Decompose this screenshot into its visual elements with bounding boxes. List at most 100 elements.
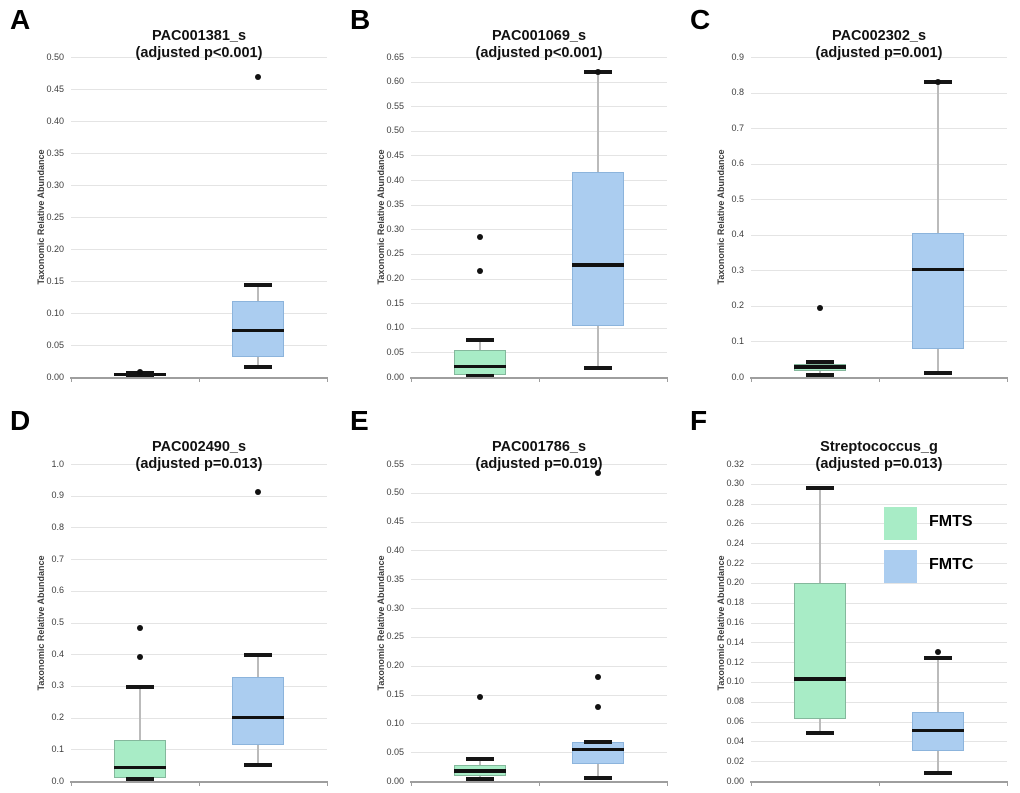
panel-letter: C: [690, 4, 711, 35]
whisker-cap-lower-fmts: [806, 731, 835, 736]
whisker-upper-fmts: [479, 339, 482, 350]
median-line-fmtc: [231, 328, 284, 333]
x-axis-tick: [1007, 377, 1008, 382]
outlier-dot-fmtc: [594, 704, 601, 711]
gridline: [411, 521, 667, 523]
y-tick-label: 0.45: [386, 516, 404, 527]
gridline: [751, 602, 1007, 604]
y-tick-label: 0.55: [386, 100, 404, 111]
gridline: [751, 721, 1007, 723]
whisker-cap-upper-fmts: [806, 485, 835, 490]
y-tick-label: 0.05: [46, 339, 64, 350]
gridline: [751, 163, 1007, 165]
gridline: [71, 345, 327, 346]
gridline: [751, 270, 1007, 272]
x-axis-tick: [751, 377, 752, 382]
x-axis-tick: [1007, 781, 1008, 786]
y-tick-label: 0.24: [726, 537, 744, 548]
outlier-dot-fmtc: [594, 68, 601, 75]
y-tick-label: 0.7: [51, 553, 64, 564]
gridline: [411, 352, 667, 354]
whisker-cap-lower-fmtc: [583, 366, 612, 371]
y-tick-label: 0.02: [726, 755, 744, 766]
x-axis-tick: [199, 781, 200, 786]
chart-title: PAC001069_s: [491, 28, 587, 44]
gridline: [71, 217, 327, 218]
gridline: [751, 464, 1007, 465]
gridline: [411, 229, 667, 231]
panel-E: E PAC001786_s (adjusted p=0.019) Taxonomic …: [340, 395, 680, 793]
gridline: [411, 665, 667, 667]
whisker-cap-lower-fmts: [126, 777, 155, 782]
x-axis-tick: [539, 781, 540, 786]
gridline: [751, 523, 1007, 525]
gridline: [411, 130, 667, 132]
chart-title-block: Streptococcus_g (adjusted p=0.013): [751, 439, 1007, 473]
gridline: [71, 249, 327, 250]
outlier-dot-fmtc: [934, 78, 941, 85]
gridline: [71, 654, 327, 656]
whisker-cap-upper-fmtc: [243, 282, 272, 287]
gridline: [411, 253, 667, 255]
whisker-lower-fmtc: [256, 745, 259, 765]
y-tick-label: 0.50: [386, 487, 404, 498]
gridline: [71, 153, 327, 154]
whisker-cap-upper-fmtc: [583, 739, 612, 744]
gridline: [71, 717, 327, 719]
x-axis-tick: [751, 781, 752, 786]
whisker-cap-upper-fmts: [806, 360, 835, 365]
chart-subtitle: (adjusted p<0.001): [135, 45, 263, 61]
gridline: [411, 723, 667, 725]
y-tick-label: 0.10: [726, 676, 744, 687]
panel-letter: D: [10, 405, 31, 436]
outlier-dot-fmts: [477, 694, 484, 701]
y-tick-label: 0.12: [726, 656, 744, 667]
median-line-fmtc: [231, 715, 284, 720]
box-fmtc: [571, 741, 624, 764]
gridline: [71, 559, 327, 561]
y-tick-label: 0.40: [386, 544, 404, 555]
y-tick-label: 0.45: [46, 83, 64, 94]
chart-subtitle: (adjusted p=0.001): [815, 45, 943, 61]
y-tick-label: 0.7: [731, 122, 744, 133]
y-tick-label: 0.30: [386, 223, 404, 234]
y-tick-label: 0.0: [731, 371, 744, 382]
y-tick-label: 0.10: [386, 717, 404, 728]
gridline: [71, 590, 327, 592]
gridline: [71, 313, 327, 314]
median-line-fmts: [454, 364, 507, 369]
chart-title-block: PAC001786_s (adjusted p=0.019): [411, 439, 667, 473]
whisker-upper-fmts: [139, 687, 142, 741]
y-tick-label: 0.30: [726, 478, 744, 489]
x-axis-tick: [71, 377, 72, 382]
whisker-cap-upper-fmts: [466, 757, 495, 762]
panel-C: C PAC002302_s (adjusted p=0.001) Taxonomic …: [680, 0, 1020, 395]
whisker-upper-fmtc: [936, 658, 939, 712]
gridline: [751, 582, 1007, 584]
outlier-dot-fmtc: [594, 469, 601, 476]
median-line-fmtc: [911, 728, 964, 733]
gridline: [411, 579, 667, 581]
y-tick-label: 0.8: [731, 87, 744, 98]
whisker-upper-fmtc: [596, 71, 599, 172]
box-fmts: [454, 349, 507, 375]
gridline: [411, 636, 667, 638]
y-tick-label: 1.0: [51, 458, 64, 469]
gridline: [71, 121, 327, 122]
outlier-dot-fmtc: [594, 673, 601, 680]
y-tick-label: 0.35: [386, 199, 404, 210]
gridline: [751, 57, 1007, 58]
whisker-cap-lower-fmts: [466, 374, 495, 378]
whisker-lower-fmts: [819, 370, 822, 376]
gridline: [751, 741, 1007, 743]
whisker-cap-upper-fmtc: [243, 653, 272, 658]
panel-letter: E: [350, 405, 369, 436]
gridline: [751, 761, 1007, 763]
y-tick-label: 0.15: [386, 297, 404, 308]
gridline: [71, 185, 327, 186]
median-line-fmts: [114, 765, 167, 770]
whisker-lower-fmtc: [936, 349, 939, 373]
chart-title-block: PAC002302_s (adjusted p=0.001): [751, 28, 1007, 62]
y-tick-label: 0.5: [51, 617, 64, 627]
